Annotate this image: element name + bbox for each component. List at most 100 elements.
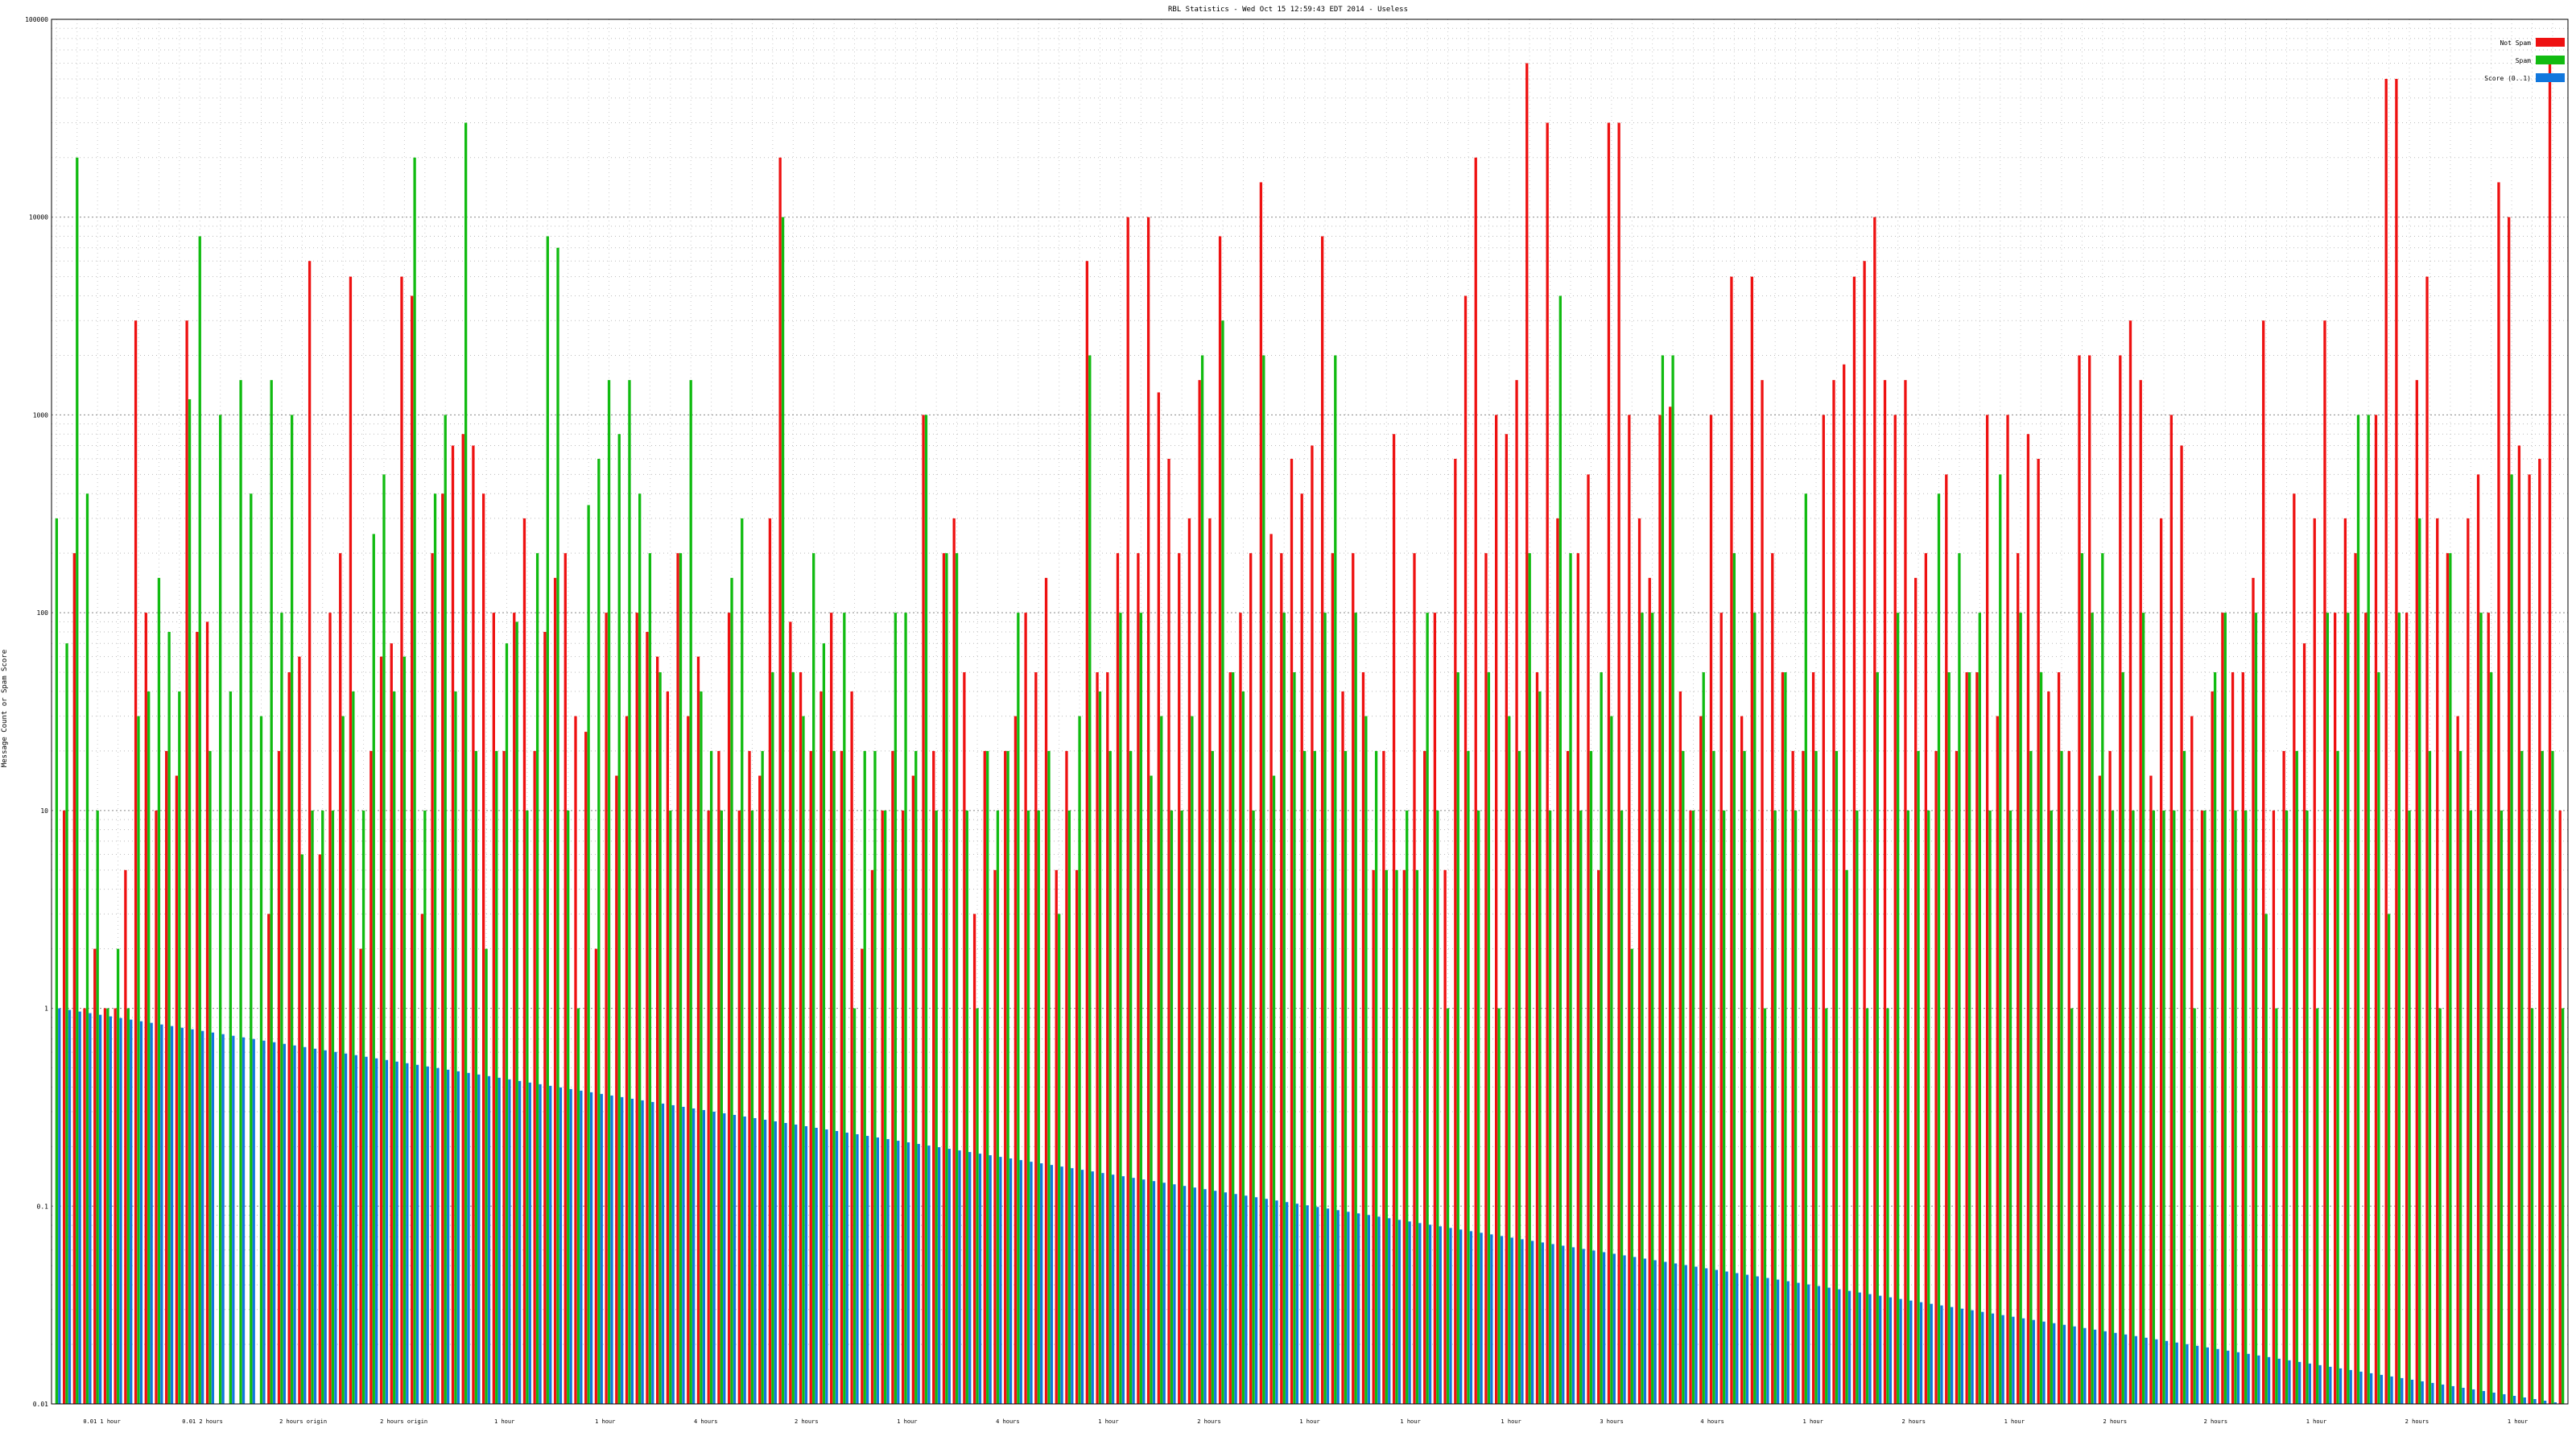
bar-spam <box>986 750 989 1404</box>
bar-not-spam <box>349 276 353 1405</box>
bar-score <box>539 1084 542 1404</box>
bar-score <box>191 1029 194 1404</box>
bar-not-spam <box>1658 415 1662 1404</box>
bar-score <box>528 1082 531 1404</box>
bar-not-spam <box>390 643 393 1404</box>
bar-not-spam <box>1320 236 1324 1404</box>
bar-not-spam <box>1525 63 1529 1405</box>
bar-spam <box>2182 750 2186 1404</box>
y-tick-label: 10000 <box>29 214 48 221</box>
bar-spam <box>454 691 457 1404</box>
bar-not-spam <box>502 750 506 1404</box>
bar-not-spam <box>1709 415 1713 1404</box>
bar-not-spam <box>2180 445 2183 1404</box>
bar-not-spam <box>1146 217 1150 1404</box>
bar-spam <box>2347 613 2350 1404</box>
bar-spam <box>1487 672 1491 1404</box>
legend: Not Spam Spam Score (0..1) <box>2484 38 2565 82</box>
bar-score <box>1684 1265 1687 1404</box>
bar-spam <box>679 553 683 1404</box>
bar-not-spam <box>1004 750 1007 1404</box>
bar-score <box>1950 1307 1954 1404</box>
bar-not-spam <box>2252 577 2255 1404</box>
bar-score <box>743 1116 746 1404</box>
bar-score <box>2533 1398 2537 1404</box>
bar-not-spam <box>2037 458 2040 1405</box>
bar-spam <box>2173 810 2176 1404</box>
bar-spam <box>147 691 151 1404</box>
bar-spam <box>996 810 1000 1404</box>
bar-score <box>1428 1224 1432 1404</box>
bar-spam <box>1211 750 1214 1404</box>
bar-spam <box>1804 493 1807 1404</box>
bar-score <box>1562 1245 1565 1404</box>
bar-not-spam <box>656 656 659 1404</box>
bar-not-spam <box>584 732 588 1404</box>
bar-score <box>221 1034 225 1404</box>
legend-swatch <box>2536 38 2565 47</box>
bar-score <box>2308 1363 2312 1404</box>
bar-score <box>1224 1192 1228 1404</box>
bar-not-spam <box>2078 355 2081 1405</box>
bar-not-spam <box>1085 261 1089 1404</box>
bar-spam <box>1456 672 1459 1404</box>
bar-not-spam <box>1259 182 1263 1404</box>
bar-not-spam <box>1413 553 1416 1404</box>
bar-score <box>1030 1162 1033 1404</box>
plot-area-frame <box>51 19 2569 1405</box>
bar-not-spam <box>1034 672 1038 1404</box>
bar-not-spam <box>1771 553 1774 1404</box>
bar-score <box>1408 1221 1411 1404</box>
bar-not-spam <box>1187 518 1191 1404</box>
bar-score <box>968 1152 972 1404</box>
bar-spam <box>178 691 181 1404</box>
bar-not-spam <box>2088 355 2091 1405</box>
bar-spam <box>250 493 253 1404</box>
bar-spam <box>1467 750 1470 1404</box>
bar-not-spam <box>2467 518 2470 1404</box>
bar-spam <box>2152 810 2156 1404</box>
bar-spam <box>2213 672 2217 1404</box>
bar-spam <box>1661 355 1665 1405</box>
bar-not-spam <box>707 810 710 1404</box>
bar-not-spam <box>2395 78 2398 1404</box>
bar-score <box>1356 1213 1360 1404</box>
bar-spam <box>945 553 948 1404</box>
bar-spam <box>1302 750 1307 1404</box>
bar-spam <box>2418 518 2421 1404</box>
bar-spam <box>1886 1008 1889 1404</box>
bar-spam <box>1558 295 1562 1404</box>
bar-score <box>109 1016 112 1404</box>
bar-score <box>1725 1271 1728 1404</box>
bar-score <box>958 1150 961 1404</box>
bar-spam <box>1354 613 1357 1404</box>
bar-score <box>2021 1318 2025 1404</box>
bar-spam <box>1947 672 1951 1404</box>
bar-spam <box>658 672 662 1404</box>
bar-spam <box>76 157 79 1404</box>
bar-spam <box>2244 810 2248 1404</box>
bar-spam <box>2080 553 2084 1404</box>
bar-spam <box>638 493 642 1404</box>
bar-spam <box>1241 691 1245 1404</box>
bar-score <box>508 1079 511 1404</box>
bar-not-spam <box>553 577 557 1404</box>
bar-spam <box>2132 810 2135 1404</box>
bar-score <box>2175 1342 2178 1404</box>
bar-score <box>2349 1369 2352 1404</box>
bar-not-spam <box>2323 320 2326 1404</box>
bar-spam <box>1927 810 1930 1404</box>
bar-score <box>447 1069 450 1404</box>
bar-spam <box>2490 672 2493 1404</box>
x-category-label: 1 hour <box>2004 1418 2025 1425</box>
bar-score <box>1510 1237 1513 1404</box>
bar-spam <box>1415 869 1419 1404</box>
bar-not-spam <box>2006 415 2009 1404</box>
bar-spam <box>198 236 201 1404</box>
bar-not-spam <box>1505 434 1509 1404</box>
bar-not-spam <box>522 518 526 1404</box>
bar-score <box>2288 1360 2291 1404</box>
bar-score <box>1388 1218 1391 1404</box>
bar-score <box>825 1129 828 1404</box>
bar-spam <box>1538 691 1542 1404</box>
